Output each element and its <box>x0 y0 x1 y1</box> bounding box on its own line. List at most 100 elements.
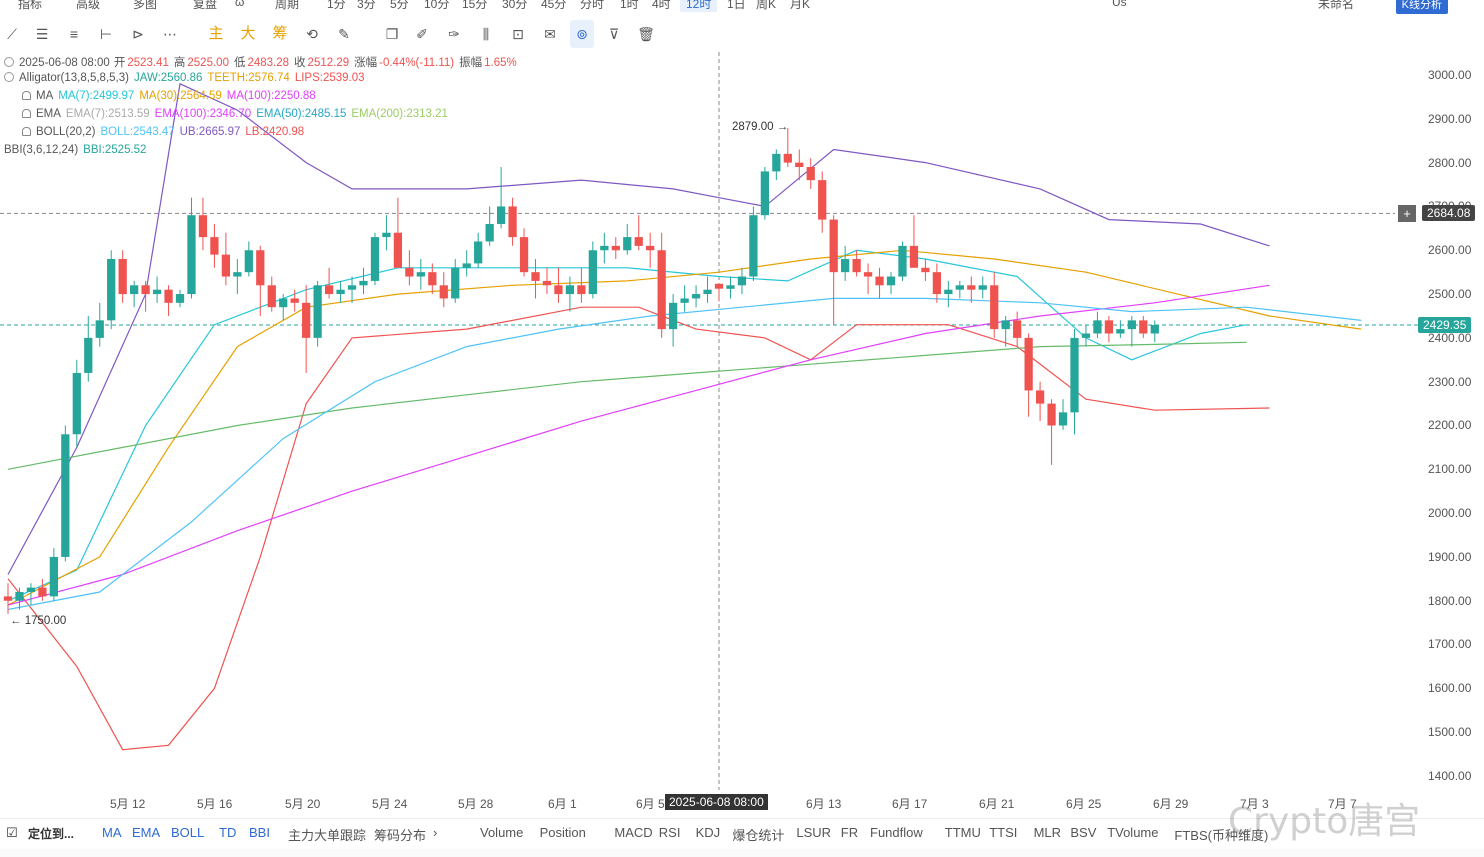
magnet-icon[interactable]: ⊚ <box>570 20 594 48</box>
sub-indicator-10[interactable]: TTSI <box>989 825 1018 840</box>
sub-indicator-7[interactable]: FR <box>840 825 859 840</box>
candle-body <box>359 280 368 286</box>
sub-indicator-11[interactable]: MLR <box>1033 825 1062 840</box>
more-tools-icon[interactable]: ⋯ <box>163 26 177 42</box>
topbar-right-1[interactable]: 未命名 <box>1318 0 1355 11</box>
main-indicator-6[interactable]: 筹码分布 <box>374 828 427 843</box>
candle-body <box>290 298 299 303</box>
period-14[interactable]: 1时 <box>620 0 639 11</box>
topbar-right-0[interactable]: Us <box>1112 0 1127 9</box>
copy-icon[interactable]: ❐ <box>385 26 399 42</box>
parallel-lines-icon[interactable]: ≡ <box>69 26 79 42</box>
trash-icon[interactable]: 🗑 <box>637 26 655 42</box>
period-8[interactable]: 5分 <box>390 0 409 11</box>
candle-body <box>818 180 827 220</box>
sync-icon[interactable]: ⟲ <box>306 26 318 42</box>
bell-icon[interactable] <box>22 109 31 118</box>
sub-indicator-1[interactable]: Position <box>539 825 586 840</box>
candle-body <box>772 153 781 172</box>
watermark: Crypto唐宫 <box>1228 801 1421 842</box>
candle-body <box>634 237 643 246</box>
candle-body <box>519 237 529 273</box>
period-16[interactable]: 12时 <box>680 0 718 12</box>
add-alert-icon[interactable]: + <box>1398 205 1416 222</box>
main-indicator-button[interactable]: 主 <box>208 25 224 42</box>
sub-indicator-12[interactable]: BSV <box>1070 825 1097 840</box>
main-indicator-1[interactable]: EMA <box>132 825 161 840</box>
candle-body <box>623 237 632 251</box>
price-tick: 1700.00 <box>1428 637 1472 652</box>
date-tick: 7月 3 <box>1240 797 1269 811</box>
cross-line-icon[interactable]: ⊢ <box>99 26 113 42</box>
period-3[interactable]: 复盘 <box>193 0 218 11</box>
sub-indicator-5[interactable]: 爆仓统计 <box>732 828 785 843</box>
sub-indicator-14[interactable]: FTBS(币种维度) <box>1174 828 1269 843</box>
period-7[interactable]: 3分 <box>357 0 376 11</box>
date-tick: 6月 29 <box>1153 797 1189 811</box>
candle-body <box>1116 329 1125 334</box>
period-2[interactable]: 多图 <box>133 0 158 11</box>
period-12[interactable]: 45分 <box>541 0 567 11</box>
period-6[interactable]: 1分 <box>327 0 346 11</box>
checkbox-icon[interactable]: ☑ <box>6 825 18 840</box>
collapse-icon[interactable] <box>4 72 14 82</box>
locate-button[interactable]: 定位到... <box>28 827 75 841</box>
chevron-right-icon[interactable]: › <box>433 825 438 840</box>
price-tick: 1800.00 <box>1428 593 1472 608</box>
lock-icon[interactable]: ⊡ <box>512 26 524 42</box>
period-0[interactable]: 指标 <box>18 0 43 11</box>
candle-icon[interactable]: ⫼ <box>482 26 490 42</box>
main-indicator-0[interactable]: MA <box>102 825 122 840</box>
period-4[interactable]: ω <box>235 0 245 9</box>
horizontal-lines-icon[interactable]: ☰ <box>35 26 49 42</box>
candle-body <box>221 254 231 277</box>
main-indicator-4[interactable]: BBI <box>249 825 270 840</box>
period-17[interactable]: 1日 <box>727 0 746 11</box>
candle-body <box>565 285 575 295</box>
brush-icon[interactable]: ✑ <box>448 26 460 42</box>
arrow-line-icon[interactable]: ⊳ <box>132 26 144 42</box>
sub-indicator-4[interactable]: KDJ <box>695 825 721 840</box>
note-icon[interactable]: ✉ <box>544 26 556 42</box>
candle-body <box>84 337 93 373</box>
main-indicator-2[interactable]: BOLL <box>171 825 205 840</box>
trend-line-icon[interactable]: ⟋ <box>7 26 17 42</box>
period-1[interactable]: 高级 <box>76 0 101 11</box>
big-order-button[interactable]: 大 <box>240 25 256 42</box>
bell-icon[interactable] <box>22 127 31 136</box>
period-13[interactable]: 分时 <box>580 0 605 11</box>
candle-body <box>978 285 987 290</box>
price-tick: 2900.00 <box>1428 111 1472 126</box>
candle-body <box>302 302 311 338</box>
period-19[interactable]: 月K <box>790 0 811 11</box>
main-indicator-5[interactable]: 主力大单跟踪 <box>288 828 367 843</box>
period-5[interactable]: 周期 <box>275 0 300 11</box>
period-11[interactable]: 30分 <box>502 0 528 11</box>
period-15[interactable]: 4时 <box>652 0 671 11</box>
chip-button[interactable]: 筹 <box>272 25 288 42</box>
kline-analysis-button[interactable]: K线分析 <box>1395 0 1448 14</box>
sub-indicator-8[interactable]: Fundflow <box>870 825 923 840</box>
candle-body <box>657 250 666 330</box>
candle-body <box>714 283 724 289</box>
main-indicator-3[interactable]: TD <box>219 825 237 840</box>
pencil-icon[interactable]: ✐ <box>416 26 428 42</box>
candle-body <box>164 289 173 303</box>
sub-indicator-0[interactable]: Volume <box>480 825 524 840</box>
period-10[interactable]: 15分 <box>462 0 488 11</box>
sub-indicator-2[interactable]: MACD <box>614 825 653 840</box>
candle-body <box>955 285 964 290</box>
edit-icon[interactable]: ✎ <box>338 26 350 42</box>
period-9[interactable]: 10分 <box>424 0 450 11</box>
period-18[interactable]: 周K <box>756 0 777 11</box>
bell-icon[interactable] <box>22 91 31 100</box>
sub-indicator-9[interactable]: TTMU <box>944 825 981 840</box>
sub-indicator-13[interactable]: TVolume <box>1107 825 1159 840</box>
candle-body <box>726 285 735 289</box>
sub-indicator-3[interactable]: RSI <box>658 825 681 840</box>
sub-indicator-6[interactable]: LSUR <box>796 825 832 840</box>
indicator-line-3 <box>7 249 1362 606</box>
collapse-icon[interactable] <box>4 57 14 67</box>
filter-icon[interactable]: ⊽ <box>608 26 620 42</box>
